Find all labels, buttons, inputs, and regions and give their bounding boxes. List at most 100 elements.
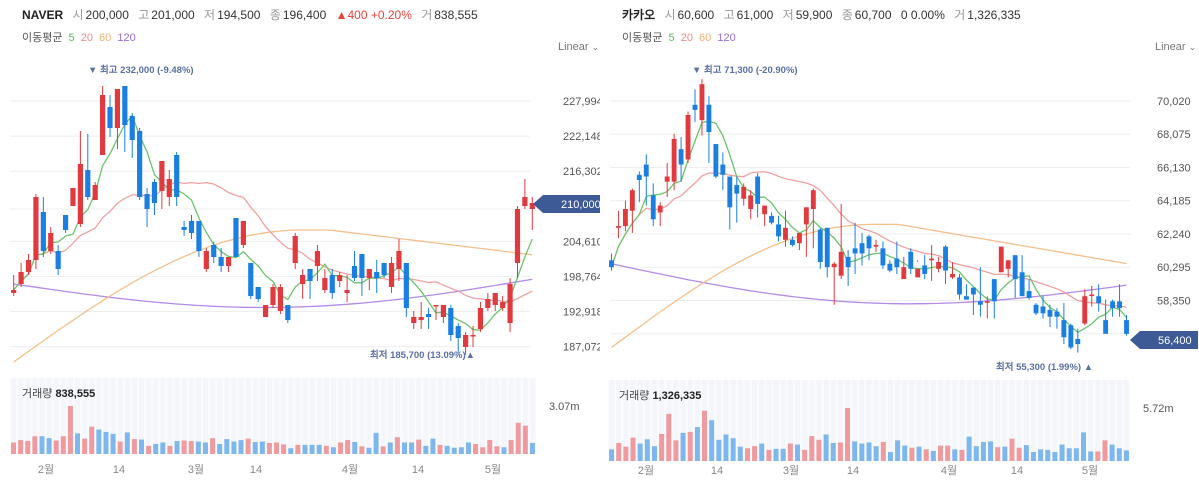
volume-bar[interactable] — [252, 442, 258, 454]
volume-bar[interactable] — [117, 441, 123, 454]
candle-body[interactable] — [859, 243, 865, 254]
volume-bar[interactable] — [845, 408, 851, 461]
volume-bar[interactable] — [1016, 447, 1022, 461]
volume-bar[interactable] — [1095, 451, 1101, 461]
candle-body[interactable] — [277, 287, 284, 311]
volume-bar[interactable] — [973, 446, 979, 461]
candle-body[interactable] — [233, 218, 239, 257]
candle-body[interactable] — [622, 209, 628, 227]
volume-bar[interactable] — [823, 434, 829, 462]
candle-body[interactable] — [790, 239, 795, 245]
candle-body[interactable] — [188, 221, 195, 233]
candle-body[interactable] — [998, 246, 1004, 273]
candle-body[interactable] — [901, 267, 907, 280]
candle-body[interactable] — [514, 209, 521, 263]
volume-bar[interactable] — [766, 449, 772, 461]
volume-bar[interactable] — [32, 436, 38, 454]
volume-bar[interactable] — [716, 439, 722, 461]
ma-5[interactable]: 5 — [68, 32, 75, 44]
candle-body[interactable] — [70, 188, 76, 206]
candle-body[interactable] — [970, 287, 976, 295]
candle-body[interactable] — [270, 287, 276, 305]
candle-body[interactable] — [151, 182, 158, 203]
candle-body[interactable] — [929, 258, 935, 261]
volume-bar[interactable] — [988, 441, 994, 461]
volume-bar[interactable] — [630, 437, 636, 461]
candle-body[interactable] — [425, 314, 432, 317]
volume-bar[interactable] — [659, 433, 665, 461]
candle-body[interactable] — [137, 131, 143, 197]
ma-5[interactable]: 5 — [668, 32, 675, 44]
candle-body[interactable] — [477, 308, 484, 329]
candle-body[interactable] — [643, 164, 649, 177]
candle-body[interactable] — [873, 244, 879, 247]
candle-body[interactable] — [181, 227, 187, 230]
candle-body[interactable] — [225, 257, 232, 266]
volume-bar[interactable] — [124, 432, 130, 454]
volume-bar[interactable] — [637, 443, 643, 461]
volume-bar[interactable] — [1088, 451, 1094, 461]
candle-body[interactable] — [314, 251, 321, 266]
volume-bar[interactable] — [501, 447, 507, 454]
volume-bar[interactable] — [11, 442, 17, 454]
volume-bar[interactable] — [394, 437, 400, 454]
candle-body[interactable] — [1075, 338, 1081, 345]
candle-body[interactable] — [936, 262, 942, 269]
candle-body[interactable] — [720, 164, 726, 175]
candle-body[interactable] — [322, 278, 328, 290]
volume-bar[interactable] — [231, 441, 237, 454]
candle-body[interactable] — [803, 207, 809, 225]
candle-body[interactable] — [144, 194, 150, 209]
candle-body[interactable] — [616, 226, 621, 228]
candle-body[interactable] — [388, 263, 395, 287]
candle-body[interactable] — [887, 263, 893, 271]
volume-bar[interactable] — [680, 432, 686, 461]
volume-bar[interactable] — [139, 439, 144, 454]
candle-body[interactable] — [218, 257, 224, 266]
volume-bar[interactable] — [96, 429, 102, 454]
volume-bar[interactable] — [959, 449, 965, 461]
volume-bar[interactable] — [18, 440, 24, 454]
volume-bar[interactable] — [895, 440, 901, 461]
candle-body[interactable] — [448, 308, 454, 335]
candle-body[interactable] — [664, 176, 670, 182]
volume-bar[interactable] — [195, 441, 201, 454]
ma-20[interactable]: 20 — [680, 32, 693, 44]
volume-bar[interactable] — [487, 440, 493, 454]
candle-body[interactable] — [977, 301, 983, 305]
candle-body[interactable] — [957, 277, 962, 295]
candle-body[interactable] — [522, 197, 528, 206]
candle-body[interactable] — [1082, 296, 1088, 324]
candle-body[interactable] — [55, 251, 61, 269]
volume-bar[interactable] — [887, 451, 893, 461]
candle-body[interactable] — [671, 138, 677, 182]
candle-body[interactable] — [77, 164, 83, 224]
candle-body[interactable] — [62, 215, 69, 230]
candle-body[interactable] — [943, 246, 948, 271]
volume-bar[interactable] — [281, 444, 287, 454]
candle-body[interactable] — [262, 305, 269, 317]
candle-body[interactable] — [1096, 296, 1102, 304]
candle-body[interactable] — [1005, 260, 1011, 269]
candle-body[interactable] — [650, 195, 656, 220]
volume-bar[interactable] — [694, 427, 700, 461]
volume-bar[interactable] — [75, 433, 81, 454]
volume-bar[interactable] — [309, 444, 315, 454]
volume-bar[interactable] — [366, 447, 372, 454]
volume-bar[interactable] — [295, 444, 301, 454]
volume-bar[interactable] — [224, 439, 230, 454]
candle-body[interactable] — [351, 266, 358, 278]
volume-bar[interactable] — [809, 436, 815, 461]
candle-body[interactable] — [1061, 320, 1067, 338]
candle-body[interactable] — [776, 224, 781, 237]
volume-bar[interactable] — [202, 442, 208, 454]
volume-bar[interactable] — [1123, 450, 1129, 461]
candle-body[interactable] — [92, 185, 98, 200]
ma-120[interactable]: 120 — [117, 32, 136, 44]
candle-body[interactable] — [25, 260, 32, 272]
candle-body[interactable] — [196, 221, 202, 251]
volume-bar[interactable] — [25, 441, 31, 454]
candle-body[interactable] — [755, 176, 761, 204]
volume-bar[interactable] — [866, 442, 872, 461]
volume-bar[interactable] — [802, 449, 808, 461]
